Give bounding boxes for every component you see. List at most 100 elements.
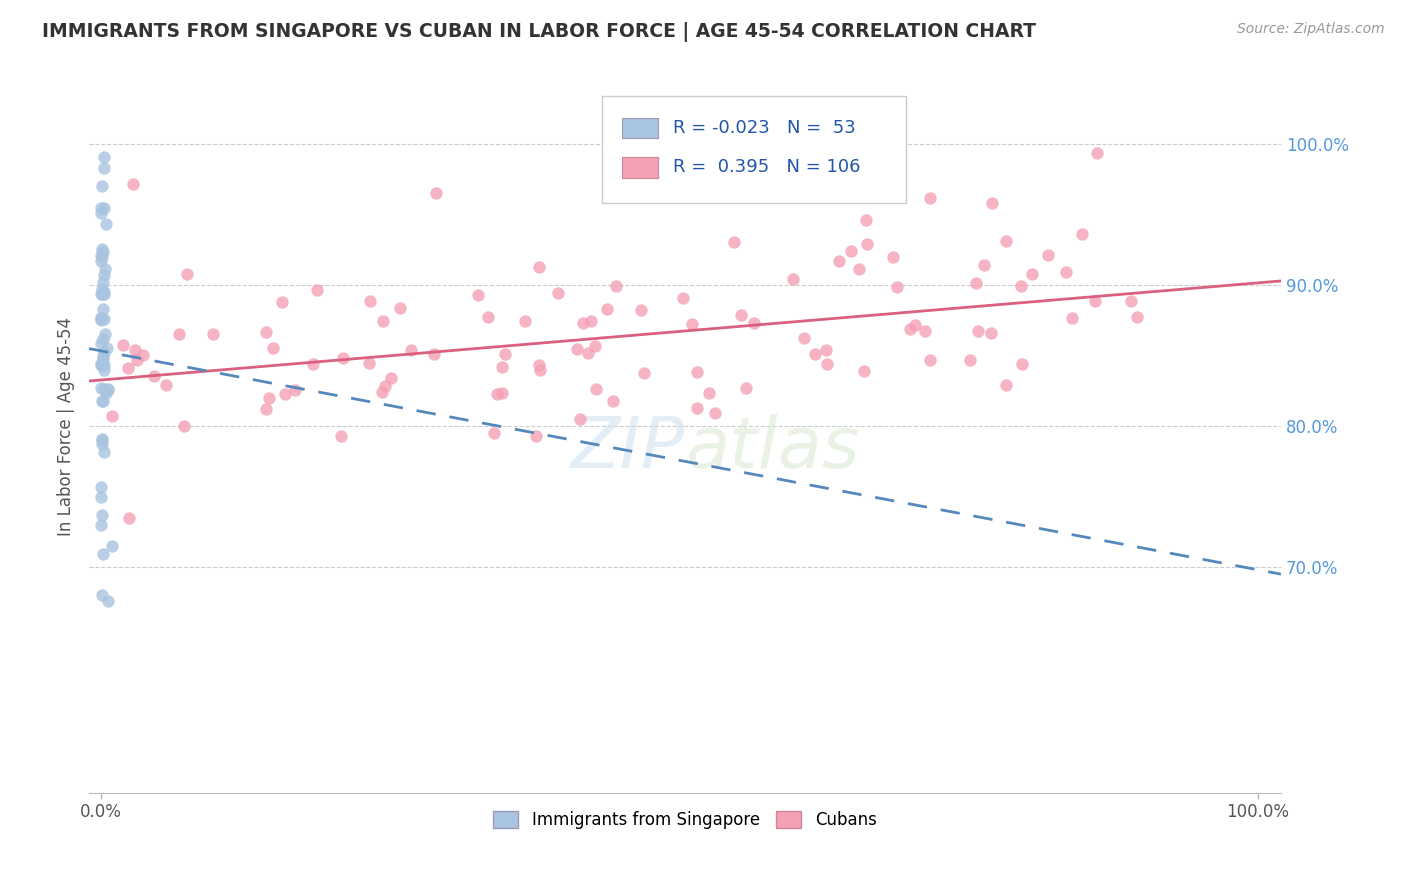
Point: [91, 357, 114, 371]
Point: [91, 275, 114, 289]
Point: [176, 267, 198, 281]
Point: [332, 351, 354, 365]
Point: [914, 324, 936, 338]
Point: [882, 250, 904, 264]
Point: [273, 387, 295, 401]
Point: [547, 286, 569, 301]
Point: [602, 393, 624, 408]
Point: [271, 295, 294, 310]
Point: [91, 393, 114, 408]
Y-axis label: In Labor Force | Age 45-54: In Labor Force | Age 45-54: [58, 317, 75, 535]
Point: [579, 314, 602, 328]
Point: [91, 394, 114, 409]
Point: [90, 517, 112, 532]
Point: [959, 353, 981, 368]
Point: [585, 382, 607, 396]
Point: [93, 344, 115, 359]
Point: [90, 357, 112, 371]
Point: [697, 386, 720, 401]
Point: [93, 287, 115, 301]
Point: [371, 314, 394, 328]
Point: [97, 384, 120, 398]
Point: [576, 346, 599, 360]
Point: [1060, 310, 1083, 325]
Point: [91, 242, 114, 256]
Point: [90, 250, 112, 264]
Point: [568, 412, 591, 426]
Point: [734, 381, 756, 395]
Point: [101, 539, 124, 553]
Point: [527, 359, 550, 373]
Point: [1010, 279, 1032, 293]
Point: [630, 303, 652, 318]
Point: [980, 326, 1002, 341]
Point: [284, 384, 307, 398]
Point: [91, 351, 114, 366]
Point: [91, 332, 114, 346]
Text: R =  0.395   N = 106: R = 0.395 N = 106: [673, 159, 860, 177]
Point: [359, 294, 381, 309]
Point: [633, 366, 655, 380]
Point: [91, 434, 114, 448]
Point: [201, 326, 224, 341]
Point: [672, 291, 695, 305]
Point: [967, 324, 990, 338]
Point: [90, 310, 112, 325]
Point: [90, 381, 112, 395]
Point: [93, 150, 115, 164]
Point: [484, 425, 506, 440]
Point: [886, 280, 908, 294]
Point: [491, 360, 513, 375]
Point: [1119, 293, 1142, 308]
Point: [995, 234, 1018, 248]
Point: [965, 276, 987, 290]
Point: [254, 402, 277, 417]
Point: [730, 308, 752, 322]
Point: [804, 347, 827, 361]
Point: [118, 511, 141, 525]
Point: [828, 254, 851, 268]
Point: [920, 353, 942, 368]
Point: [973, 258, 995, 272]
Point: [167, 326, 190, 341]
Point: [524, 429, 547, 443]
Point: [91, 349, 114, 363]
Point: [855, 213, 877, 227]
Point: [91, 179, 114, 194]
Point: [423, 346, 446, 360]
Point: [132, 348, 155, 362]
Point: [494, 347, 516, 361]
Text: IMMIGRANTS FROM SINGAPORE VS CUBAN IN LABOR FORCE | AGE 45-54 CORRELATION CHART: IMMIGRANTS FROM SINGAPORE VS CUBAN IN LA…: [42, 22, 1036, 42]
Point: [122, 177, 145, 191]
Point: [93, 311, 115, 326]
Point: [93, 202, 115, 216]
Point: [513, 314, 536, 328]
Point: [425, 186, 447, 200]
Point: [681, 317, 703, 331]
Point: [1038, 248, 1060, 262]
Point: [583, 339, 606, 353]
Point: [117, 360, 139, 375]
Point: [124, 343, 146, 358]
Point: [93, 363, 115, 377]
Point: [91, 245, 114, 260]
Point: [93, 285, 115, 300]
Point: [491, 386, 513, 401]
Point: [94, 217, 117, 231]
Point: [898, 322, 921, 336]
Point: [848, 262, 870, 277]
Text: ZIP: ZIP: [571, 414, 685, 483]
Point: [96, 341, 118, 355]
Point: [111, 338, 134, 352]
Text: R = -0.023   N =  53: R = -0.023 N = 53: [673, 119, 856, 136]
Point: [90, 248, 112, 262]
Point: [793, 331, 815, 345]
Point: [93, 382, 115, 396]
Point: [90, 312, 112, 326]
Point: [90, 206, 112, 220]
Point: [91, 286, 114, 301]
Point: [380, 371, 402, 385]
Point: [90, 287, 112, 301]
Point: [90, 437, 112, 451]
Point: [371, 385, 394, 400]
